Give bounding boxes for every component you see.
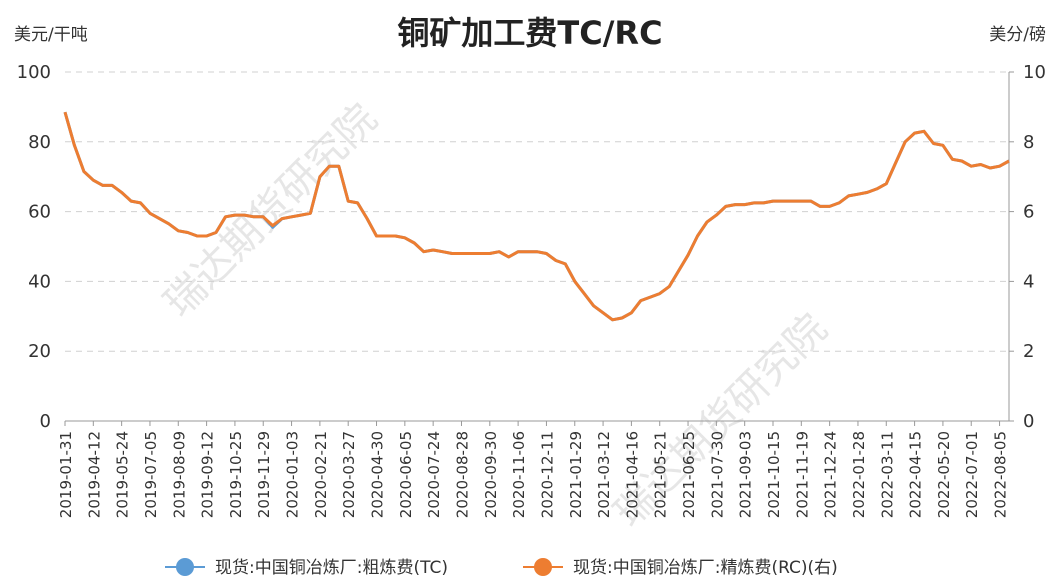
y2-tick-label: 10 bbox=[1023, 62, 1046, 83]
x-tick-label: 2021-12-24 bbox=[822, 431, 840, 518]
y2-tick-label: 4 bbox=[1023, 271, 1034, 292]
x-tick-label: 2019-01-31 bbox=[57, 431, 75, 518]
legend-marker bbox=[534, 558, 552, 576]
x-tick-label: 2022-05-20 bbox=[935, 431, 953, 518]
x-tick-label: 2020-06-05 bbox=[397, 431, 415, 518]
legend-label: 现货:中国铜冶炼厂:精炼费(RC)(右) bbox=[573, 558, 838, 578]
x-tick-label: 2020-11-06 bbox=[510, 431, 528, 518]
y2-tick-label: 0 bbox=[1023, 411, 1034, 432]
x-tick-label: 2020-04-30 bbox=[369, 431, 387, 518]
x-tick-label: 2022-01-28 bbox=[850, 431, 868, 518]
x-tick-label: 2022-03-11 bbox=[878, 431, 896, 518]
x-tick-label: 2021-10-15 bbox=[765, 431, 783, 518]
x-tick-label: 2022-08-05 bbox=[992, 431, 1010, 518]
x-tick-label: 2020-07-24 bbox=[425, 431, 443, 518]
y2-tick-label: 8 bbox=[1023, 132, 1034, 153]
x-tick-label: 2020-02-21 bbox=[312, 431, 330, 518]
y2-tick-label: 6 bbox=[1023, 202, 1034, 223]
legend-label: 现货:中国铜冶炼厂:粗炼费(TC) bbox=[215, 558, 448, 578]
x-tick-label: 2021-03-12 bbox=[595, 431, 613, 518]
x-tick-label: 2019-07-05 bbox=[142, 431, 160, 518]
x-tick-label: 2021-05-21 bbox=[652, 431, 670, 518]
x-tick-label: 2019-11-29 bbox=[255, 431, 273, 518]
series-line bbox=[63, 111, 1010, 322]
x-tick-label: 2020-03-27 bbox=[340, 431, 358, 518]
x-tick-label: 2019-05-24 bbox=[114, 431, 132, 518]
y-tick-label: 100 bbox=[17, 62, 51, 83]
legend-marker bbox=[176, 558, 194, 576]
x-tick-label: 2020-08-28 bbox=[453, 431, 471, 518]
chart-title: 铜矿加工费TC/RC bbox=[397, 14, 662, 52]
y-tick-label: 0 bbox=[40, 411, 51, 432]
x-tick-label: 2021-09-03 bbox=[737, 431, 755, 518]
x-tick-label: 2020-09-30 bbox=[482, 431, 500, 518]
y-axis-label: 美元/干吨 bbox=[14, 25, 88, 45]
x-tick-label: 2021-06-25 bbox=[680, 431, 698, 518]
x-tick-label: 2021-04-16 bbox=[623, 431, 641, 518]
x-tick-label: 2019-10-25 bbox=[227, 431, 245, 518]
x-tick-label: 2022-07-01 bbox=[963, 431, 981, 518]
x-tick-label: 2020-01-03 bbox=[284, 431, 302, 518]
y-tick-label: 60 bbox=[28, 202, 51, 223]
x-tick-label: 2021-11-19 bbox=[793, 431, 811, 518]
y-tick-label: 40 bbox=[28, 271, 51, 292]
x-tick-label: 2019-09-12 bbox=[199, 431, 217, 518]
x-tick-label: 2021-07-30 bbox=[708, 431, 726, 518]
y2-tick-label: 2 bbox=[1023, 341, 1034, 362]
y-tick-label: 20 bbox=[28, 341, 51, 362]
x-tick-label: 2021-01-29 bbox=[567, 431, 585, 518]
y2-axis-label: 美分/磅 bbox=[989, 25, 1046, 45]
x-tick-label: 2020-12-11 bbox=[538, 431, 556, 518]
x-tick-label: 2022-04-15 bbox=[907, 431, 925, 518]
x-tick-label: 2019-08-09 bbox=[170, 431, 188, 518]
x-tick-label: 2019-04-12 bbox=[85, 431, 103, 518]
y-tick-label: 80 bbox=[28, 132, 51, 153]
